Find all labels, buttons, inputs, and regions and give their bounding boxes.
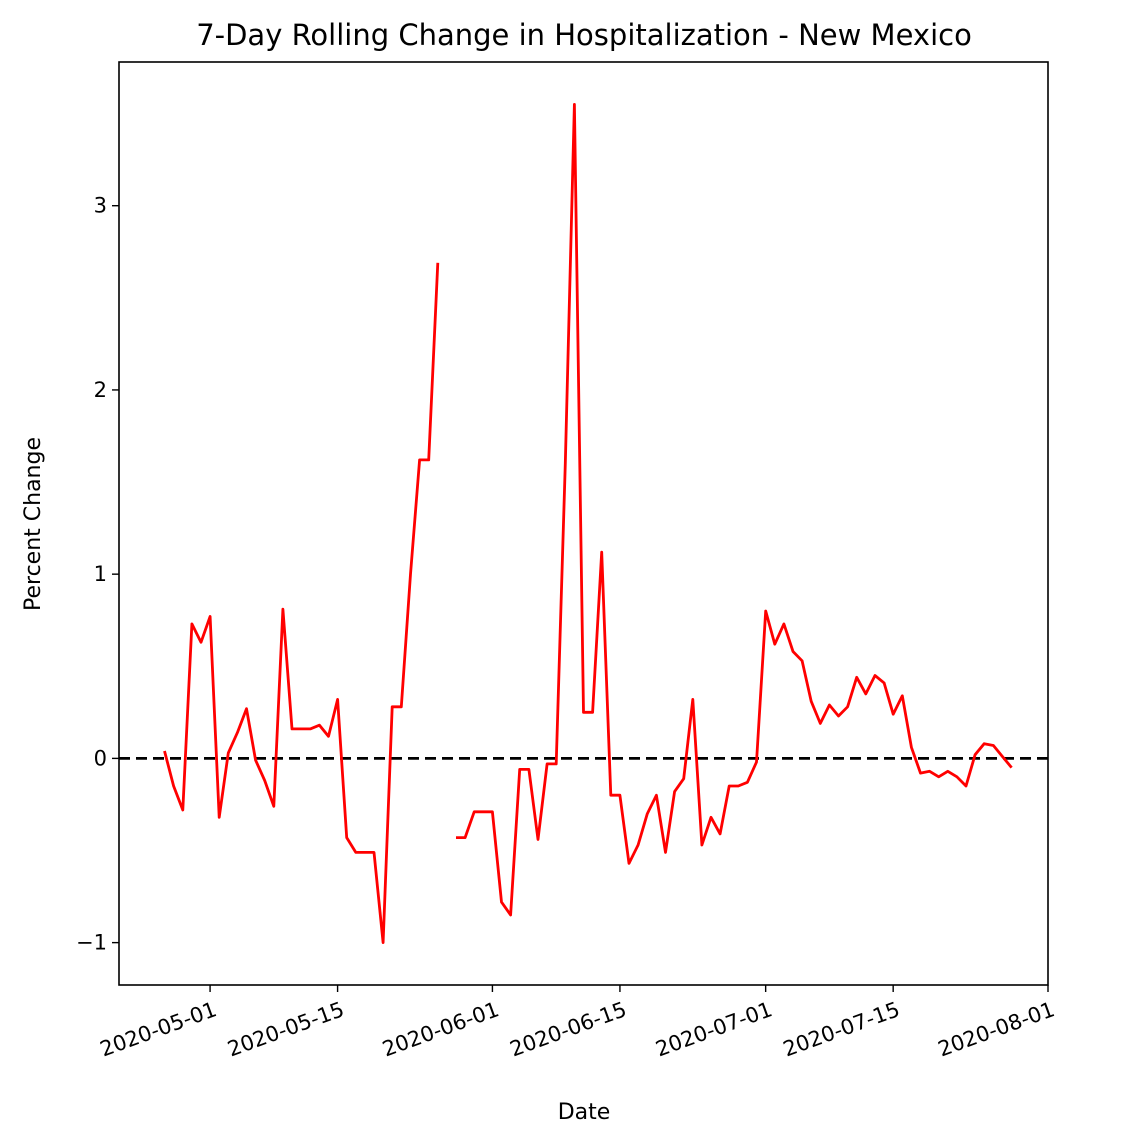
x-axis-label: Date [558,1100,611,1125]
x-tick-label: 2020-05-01 [97,997,220,1061]
x-tick-label: 2020-07-15 [780,997,903,1061]
plot-frame [118,61,1049,986]
y-tick-label: 2 [94,378,107,402]
x-tick-label: 2020-06-15 [507,997,630,1061]
x-tick-label: 2020-05-15 [224,997,347,1061]
y-tick-label: 1 [94,562,107,586]
series-line [456,103,1013,917]
y-tick-label: 0 [94,746,107,770]
x-tick-label: 2020-06-01 [379,997,502,1061]
x-tick-label: 2020-08-01 [935,997,1058,1061]
series-line [163,262,440,944]
y-axis-label: Percent Change [21,437,46,611]
x-tick-label: 2020-07-01 [652,997,775,1061]
plot-area [119,103,1048,944]
y-axis: −1 0 1 2 3 [76,194,119,955]
y-tick-label: 3 [94,194,107,218]
chart-title: 7-Day Rolling Change in Hospitalization … [196,18,972,52]
y-tick-label: −1 [76,931,107,955]
x-axis: 2020-05-01 2020-05-15 2020-06-01 2020-06-15… [97,985,1058,1061]
